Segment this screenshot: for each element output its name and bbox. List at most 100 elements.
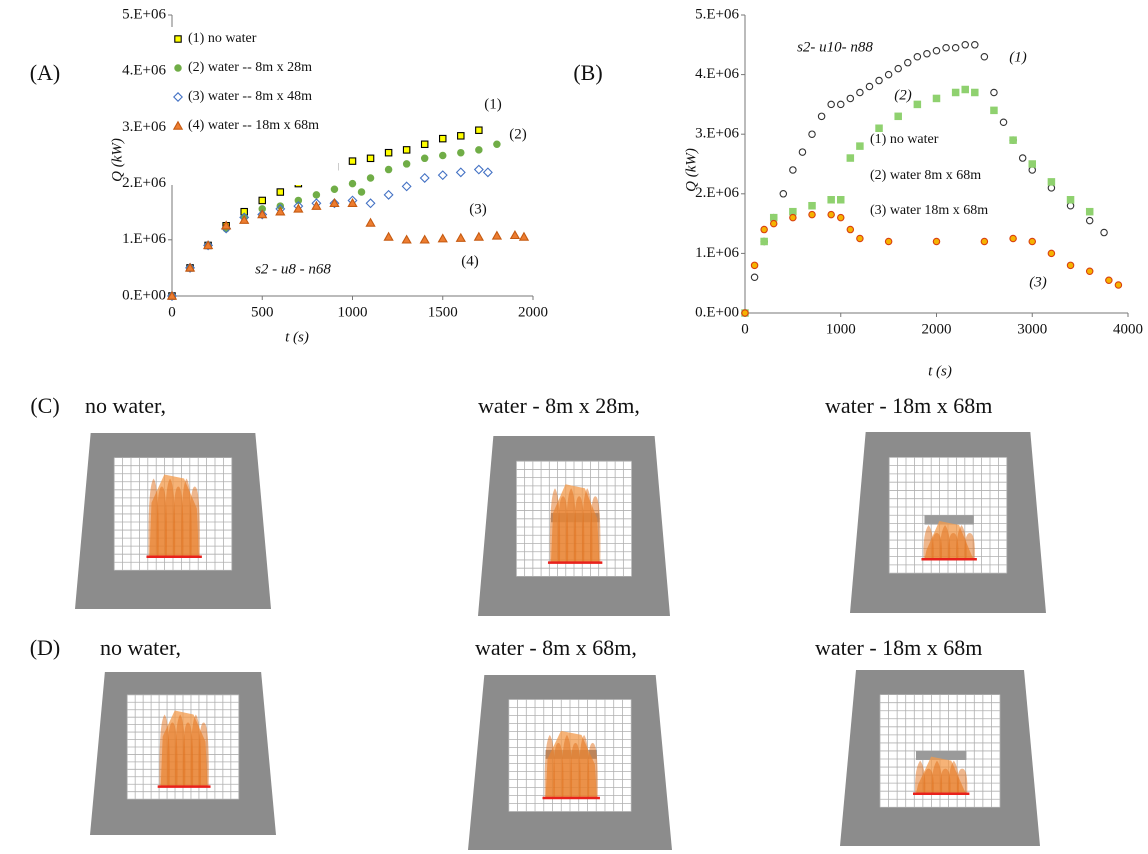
marker [846, 94, 855, 103]
flame-tongue [198, 722, 209, 787]
marker [760, 225, 768, 234]
x-tick-label: 1000 [338, 304, 368, 320]
marker [1066, 261, 1075, 270]
marker [347, 197, 358, 208]
marker [894, 112, 902, 121]
flame-tongue [570, 742, 581, 799]
marker [166, 290, 178, 300]
annotation: (3) [469, 201, 487, 217]
marker [827, 210, 835, 219]
marker [402, 160, 411, 168]
marker [913, 100, 922, 109]
legend-label: (4) water -- 18m x 68m [188, 118, 319, 133]
y-tick-label: 1.E+06 [695, 245, 739, 261]
marker [167, 291, 177, 301]
marker [894, 64, 902, 73]
image-caption: water - 8m x 68m, [475, 635, 637, 660]
marker [184, 262, 196, 272]
marker [789, 166, 797, 174]
marker [884, 237, 893, 246]
marker [401, 234, 412, 244]
flame-tongue [159, 714, 170, 787]
marker [482, 167, 493, 178]
x-tick-label: 3000 [1017, 321, 1047, 337]
flame-tongue [590, 496, 601, 563]
y-tick-label: 3.E+06 [695, 126, 739, 142]
flame-tongue [544, 734, 555, 799]
flame-tongue [181, 478, 192, 557]
marker [173, 92, 183, 102]
marker [329, 197, 340, 208]
marker [329, 198, 340, 209]
marker [276, 188, 285, 196]
series [741, 85, 1094, 317]
marker [750, 261, 759, 270]
flame-tongue [167, 722, 178, 787]
image-caption: no water, [100, 635, 181, 660]
panel-label: (A) [30, 60, 61, 85]
panel-label: (D) [30, 635, 61, 660]
marker [1100, 228, 1108, 237]
legend-label: (3) water -- 8m x 48m [188, 89, 312, 104]
marker [383, 189, 394, 200]
y-tick-label: 5.E+06 [695, 6, 739, 22]
marker [1114, 281, 1123, 289]
flame-tongue [189, 486, 200, 557]
marker [932, 237, 941, 246]
flame-tongue [948, 533, 959, 560]
image-caption: water - 18m x 68m [825, 393, 992, 418]
flame-tongue [565, 488, 577, 563]
marker [437, 170, 448, 181]
flame-tongue [574, 496, 585, 563]
marker [457, 148, 465, 157]
simulation-image [75, 433, 271, 609]
y-tick-label: 3.E+06 [122, 119, 166, 135]
y-tick-label: 4.E+06 [695, 66, 739, 82]
flame-tongue [561, 734, 573, 799]
flame-tongue [957, 768, 968, 794]
marker [311, 200, 322, 210]
marker [808, 130, 816, 138]
marker [836, 100, 845, 109]
marker [846, 154, 855, 162]
marker [798, 148, 807, 156]
flame-tongue [148, 478, 159, 557]
marker [172, 120, 184, 130]
marker [419, 173, 430, 183]
marker [779, 190, 788, 198]
annotation: (3) [1029, 274, 1047, 290]
annotation: (1) [484, 96, 502, 112]
panel-label: (B) [573, 60, 602, 85]
marker [980, 52, 989, 61]
marker [1009, 136, 1017, 144]
marker [856, 142, 864, 150]
x-tick-label: 500 [251, 304, 274, 320]
flame-tongue [923, 525, 934, 560]
y-tick-label: 2.E+06 [695, 185, 739, 201]
marker [221, 220, 232, 230]
marker [294, 196, 303, 205]
marker [383, 231, 394, 241]
marker [884, 70, 893, 79]
annotation: (1) [1009, 49, 1027, 65]
marker [951, 44, 960, 52]
flame-tongue [156, 486, 167, 557]
legend-box [168, 27, 338, 185]
y-tick-label: 2.E+06 [122, 175, 166, 191]
marker [980, 237, 989, 246]
marker [365, 198, 376, 209]
chart: (A) 0.E+00 1.E+06 2.E+06 3.E+06 4.E+06 5.E+06 0… [30, 6, 548, 345]
series [741, 41, 1108, 317]
flame-tongue [557, 496, 569, 563]
marker [185, 262, 196, 273]
flame-tongue [173, 486, 184, 557]
y-tick-label: 4.E+06 [122, 63, 166, 79]
marker [475, 146, 483, 154]
marker [827, 100, 835, 109]
flame-tongue [915, 760, 926, 794]
marker [366, 154, 375, 163]
marker [312, 191, 321, 199]
legend-label: (3) water 18m x 68m [870, 203, 988, 218]
simulation-image [468, 675, 672, 850]
marker [961, 85, 969, 94]
